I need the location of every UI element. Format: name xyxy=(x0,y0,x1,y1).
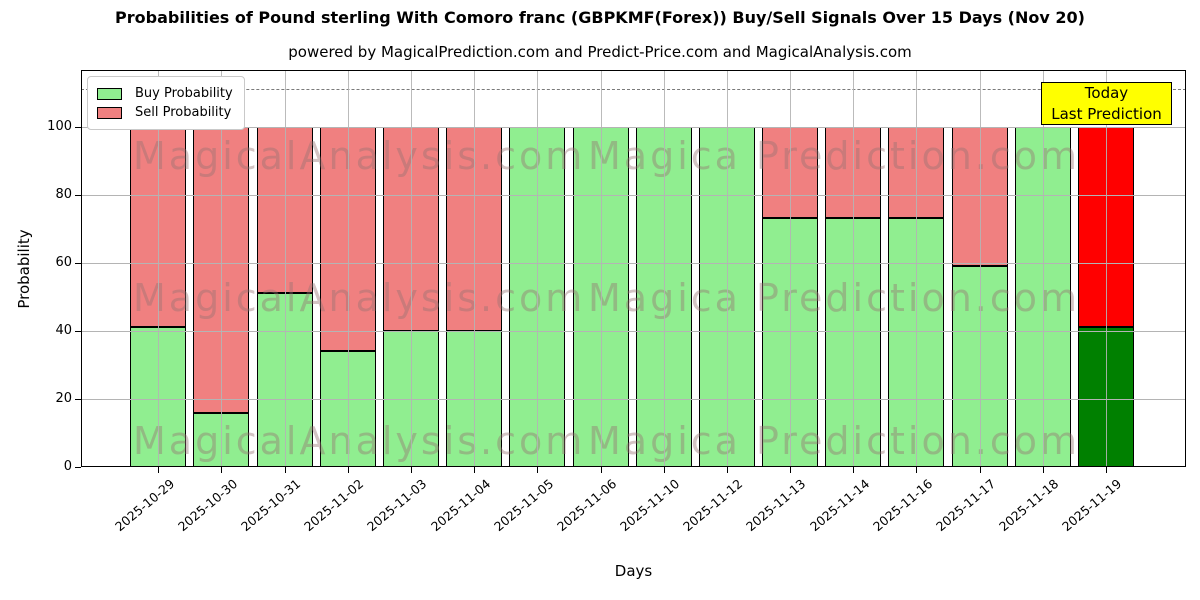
dashed-threshold-line xyxy=(81,89,1186,91)
x-tick-label: 2025-10-31 xyxy=(238,476,304,535)
x-tick-label: 2025-11-17 xyxy=(932,476,999,535)
x-tick-mark xyxy=(663,467,665,473)
watermark-text: Magica Prediction.com xyxy=(588,419,1081,463)
x-tick-label: 2025-10-30 xyxy=(174,476,241,535)
watermark-text: MagicalAnalysis.com xyxy=(133,134,586,178)
x-tick-label: 2025-11-04 xyxy=(427,476,493,535)
y-tick-mark xyxy=(75,194,81,196)
x-gridline xyxy=(474,70,476,467)
today-line2: Last Prediction xyxy=(1051,105,1162,123)
x-gridline xyxy=(221,70,223,467)
y-tick-mark xyxy=(75,398,81,400)
x-tick-label: 2025-11-02 xyxy=(301,476,367,535)
y-tick-label: 100 xyxy=(47,118,72,134)
x-tick-label: 2025-11-06 xyxy=(553,476,620,535)
x-gridline xyxy=(537,70,539,467)
y-tick-mark xyxy=(75,126,81,128)
y-axis-title: Probability xyxy=(15,229,33,309)
x-tick-mark xyxy=(284,467,286,473)
y-gridline xyxy=(81,126,1186,128)
x-gridline xyxy=(979,70,981,467)
watermark-text: Magica Prediction.com xyxy=(588,134,1081,178)
y-tick-label: 80 xyxy=(55,186,72,202)
plot-area: MagicalAnalysis.com Magica Prediction.com… xyxy=(81,70,1186,467)
x-tick-mark xyxy=(1106,467,1107,473)
x-tick-mark xyxy=(474,467,476,473)
legend-entry-buy: Buy Probability xyxy=(97,84,234,103)
watermark-layer: MagicalAnalysis.com Magica Prediction.com… xyxy=(81,70,1186,467)
x-tick-mark xyxy=(726,467,728,473)
x-axis-title: Days xyxy=(614,562,653,580)
x-gridline xyxy=(411,70,413,467)
y-tick-mark xyxy=(75,467,81,468)
legend-entry-sell: Sell Probability xyxy=(97,103,234,122)
x-tick-mark xyxy=(1042,467,1044,473)
legend: Buy Probability Sell Probability xyxy=(87,76,245,130)
x-tick-mark xyxy=(347,467,349,473)
x-tick-mark xyxy=(853,467,855,473)
x-tick-mark xyxy=(790,467,792,473)
x-tick-label: 2025-11-16 xyxy=(869,476,936,535)
x-tick-label: 2025-11-19 xyxy=(1059,476,1125,535)
x-tick-mark xyxy=(411,467,413,473)
x-gridline xyxy=(916,70,918,467)
x-tick-mark xyxy=(916,467,918,473)
chart-subtitle: powered by MagicalPrediction.com and Pre… xyxy=(288,43,912,61)
y-tick-label: 20 xyxy=(55,390,72,406)
x-gridline xyxy=(726,70,728,467)
x-tick-label: 2025-11-05 xyxy=(490,476,557,535)
sell-swatch-icon xyxy=(97,106,122,119)
y-gridline xyxy=(81,330,1186,332)
y-tick-mark xyxy=(75,262,81,264)
x-tick-label: 2025-11-18 xyxy=(996,476,1062,535)
today-line1: Today xyxy=(1084,84,1129,102)
x-gridline xyxy=(347,70,349,467)
x-tick-mark xyxy=(979,467,981,473)
y-gridline xyxy=(81,398,1186,400)
legend-sell-label: Sell Probability xyxy=(135,105,232,120)
today-annotation: Today Last Prediction xyxy=(1041,82,1172,125)
x-gridline xyxy=(600,70,602,467)
x-gridline xyxy=(284,70,286,467)
chart-title: Probabilities of Pound sterling With Com… xyxy=(115,8,1085,27)
buy-swatch-icon xyxy=(97,87,122,100)
x-tick-label: 2025-11-10 xyxy=(617,476,683,535)
grid-layer xyxy=(81,70,1186,467)
x-tick-mark xyxy=(600,467,602,473)
x-gridline xyxy=(853,70,855,467)
x-tick-mark xyxy=(158,467,160,473)
y-gridline xyxy=(81,262,1186,264)
y-tick-label: 60 xyxy=(55,254,72,270)
legend-buy-label: Buy Probability xyxy=(135,86,233,101)
x-gridline xyxy=(1042,70,1044,467)
x-tick-mark xyxy=(537,467,539,473)
x-tick-label: 2025-11-03 xyxy=(364,476,430,535)
x-tick-label: 2025-11-13 xyxy=(743,476,809,535)
x-tick-label: 2025-11-14 xyxy=(806,476,872,535)
watermark-text: MagicalAnalysis.com xyxy=(133,419,586,463)
y-tick-label: 0 xyxy=(63,459,72,474)
watermark-text: Magica Prediction.com xyxy=(588,276,1081,320)
x-tick-label: 2025-11-12 xyxy=(680,476,746,535)
y-tick-mark xyxy=(75,330,81,332)
x-gridline xyxy=(1106,70,1107,467)
x-tick-mark xyxy=(221,467,223,473)
y-gridline xyxy=(81,194,1186,196)
watermark-text: MagicalAnalysis.com xyxy=(133,276,586,320)
x-tick-label: 2025-10-29 xyxy=(111,476,177,535)
x-gridline xyxy=(790,70,792,467)
y-tick-label: 40 xyxy=(55,322,72,338)
x-gridline xyxy=(663,70,665,467)
x-gridline xyxy=(158,70,160,467)
